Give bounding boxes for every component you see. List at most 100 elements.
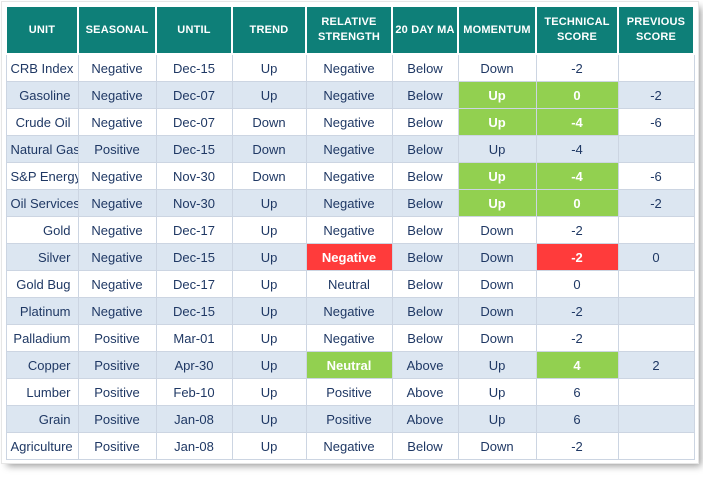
data-cell	[617, 324, 695, 352]
table-row: Copper Positive Apr-30 Up Neutral Above Up 4 2	[5, 351, 695, 379]
data-cell: -6	[617, 108, 695, 136]
unit-cell: Platinum	[5, 297, 79, 325]
data-cell: Negative	[77, 53, 157, 82]
data-cell: -4	[535, 108, 619, 136]
table-row: S&P Energy Negative Nov-30 Down Negative Belo…	[5, 162, 695, 190]
data-cell: -2	[535, 432, 619, 460]
data-cell: Up	[231, 405, 307, 433]
unit-cell: S&P Energy	[5, 162, 79, 190]
data-cell: Dec-17	[155, 270, 233, 298]
data-cell: Dec-17	[155, 216, 233, 244]
data-cell: 6	[535, 405, 619, 433]
data-cell: Positive	[77, 351, 157, 379]
table-row: CRB Index Negative Dec-15 Up Negative Below Do…	[5, 53, 695, 82]
data-cell: Jan-08	[155, 405, 233, 433]
unit-cell: Crude Oil	[5, 108, 79, 136]
data-cell: Above	[391, 378, 459, 406]
data-cell: 0	[617, 243, 695, 271]
column-header: UNTIL	[155, 5, 233, 55]
data-cell: Negative	[305, 432, 393, 460]
unit-cell: Gold Bug	[5, 270, 79, 298]
data-cell: Dec-07	[155, 81, 233, 109]
data-cell	[617, 405, 695, 433]
data-cell: -2	[535, 297, 619, 325]
data-cell: Down	[457, 270, 537, 298]
data-cell: Positive	[77, 378, 157, 406]
column-header: SEASONAL	[77, 5, 157, 55]
data-cell: Negative	[305, 324, 393, 352]
data-cell: -2	[535, 53, 619, 82]
table-row: Grain Positive Jan-08 Up Positive Above Up 6	[5, 405, 695, 433]
data-cell: Below	[391, 243, 459, 271]
data-cell: Mar-01	[155, 324, 233, 352]
column-header: TREND	[231, 5, 307, 55]
data-cell: Negative	[77, 216, 157, 244]
data-cell: Up	[231, 53, 307, 82]
data-cell: -2	[535, 216, 619, 244]
table-row: Crude Oil Negative Dec-07 Down Negative Below…	[5, 108, 695, 136]
data-cell: Above	[391, 405, 459, 433]
data-cell: Down	[231, 135, 307, 163]
column-header: RELATIVE STRENGTH	[305, 5, 393, 55]
data-cell: Below	[391, 432, 459, 460]
data-cell: Nov-30	[155, 162, 233, 190]
data-cell: Below	[391, 81, 459, 109]
unit-cell: Gasoline	[5, 81, 79, 109]
data-cell: Negative	[77, 108, 157, 136]
table-row: Gasoline Negative Dec-07 Up Negative Below Up 0…	[5, 81, 695, 109]
data-cell: 4	[535, 351, 619, 379]
column-header: PREVIOUS SCORE	[617, 5, 695, 55]
data-cell	[617, 270, 695, 298]
data-cell: Up	[231, 81, 307, 109]
data-cell: Up	[457, 162, 537, 190]
data-cell: Negative	[305, 53, 393, 82]
data-cell: Up	[231, 432, 307, 460]
data-cell: Up	[231, 351, 307, 379]
data-cell: Below	[391, 216, 459, 244]
data-cell: 0	[535, 270, 619, 298]
data-cell: Positive	[305, 405, 393, 433]
data-cell: Negative	[305, 216, 393, 244]
data-cell: Up	[231, 216, 307, 244]
data-cell: Down	[457, 53, 537, 82]
data-cell: Dec-15	[155, 135, 233, 163]
data-cell: 0	[535, 189, 619, 217]
data-cell: -4	[535, 162, 619, 190]
data-cell: -4	[535, 135, 619, 163]
table-row: Natural Gas Positive Dec-15 Down Negative Bel…	[5, 135, 695, 163]
data-cell: Up	[231, 270, 307, 298]
data-cell: Up	[457, 351, 537, 379]
table-row: Gold Bug Negative Dec-17 Up Neutral Below Down…	[5, 270, 695, 298]
data-cell: Neutral	[305, 351, 393, 379]
column-header: 20 DAY MA	[391, 5, 459, 55]
data-cell: Negative	[305, 108, 393, 136]
data-cell: Dec-15	[155, 297, 233, 325]
data-cell: Up	[457, 135, 537, 163]
data-cell: -2	[535, 243, 619, 271]
data-cell: Up	[231, 378, 307, 406]
data-cell: Dec-15	[155, 53, 233, 82]
data-cell: Feb-10	[155, 378, 233, 406]
data-cell: Up	[457, 81, 537, 109]
data-cell	[617, 135, 695, 163]
data-cell: Negative	[305, 135, 393, 163]
data-cell: Below	[391, 324, 459, 352]
unit-cell: CRB Index	[5, 53, 79, 82]
data-cell: Above	[391, 351, 459, 379]
data-cell: Down	[457, 432, 537, 460]
data-cell: 0	[535, 81, 619, 109]
data-cell: -2	[535, 324, 619, 352]
data-cell: Up	[231, 189, 307, 217]
unit-cell: Oil Services	[5, 189, 79, 217]
data-cell	[617, 297, 695, 325]
column-header: MOMENTUM	[457, 5, 537, 55]
data-cell: Dec-07	[155, 108, 233, 136]
data-cell: -6	[617, 162, 695, 190]
unit-cell: Silver	[5, 243, 79, 271]
data-cell: Negative	[305, 297, 393, 325]
data-cell: Up	[231, 243, 307, 271]
table-row: Lumber Positive Feb-10 Up Positive Above Up 6	[5, 378, 695, 406]
unit-cell: Copper	[5, 351, 79, 379]
data-cell: Up	[457, 405, 537, 433]
data-cell: Down	[457, 216, 537, 244]
